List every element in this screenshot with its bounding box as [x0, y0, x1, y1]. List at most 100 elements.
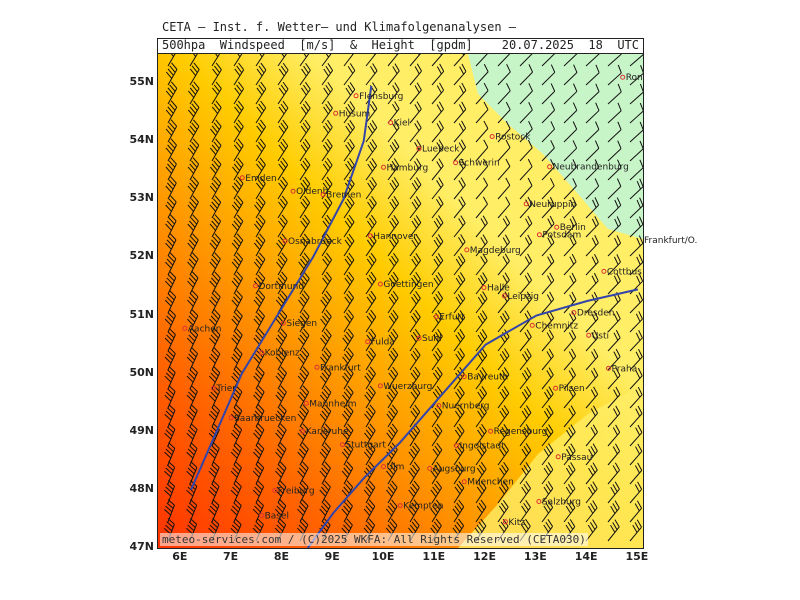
wind-barb	[585, 54, 600, 67]
city-marker	[571, 310, 577, 316]
city-marker	[365, 339, 371, 345]
wind-barb	[431, 158, 444, 181]
wind-barb	[211, 54, 222, 67]
wind-barb	[497, 405, 510, 428]
city-label: Chemnitz	[535, 321, 578, 331]
wind-barb	[607, 64, 622, 86]
wind-barb	[365, 328, 377, 352]
wind-barb	[343, 54, 356, 67]
city-label: Freiburg	[278, 487, 315, 497]
wind-barb	[563, 367, 576, 390]
wind-barb	[409, 234, 422, 257]
city-marker	[381, 464, 386, 470]
wind-barb	[497, 139, 511, 162]
wind-barb	[431, 63, 445, 86]
wind-barb	[431, 442, 443, 466]
wind-barb	[585, 405, 599, 428]
city-marker	[461, 479, 467, 485]
city-label: Cottbus	[607, 267, 642, 277]
height-contour-line	[190, 85, 373, 491]
wind-barb	[563, 386, 576, 409]
city-label: Kiel	[394, 119, 410, 129]
wind-barb	[475, 461, 487, 485]
wind-barb	[453, 442, 465, 466]
wind-barb	[209, 271, 221, 295]
wind-barb	[299, 157, 311, 181]
wind-barb	[497, 348, 510, 371]
wind-barb	[164, 309, 176, 333]
wind-barb	[319, 385, 332, 409]
wind-barb	[187, 100, 200, 124]
wind-barb	[387, 309, 399, 333]
wind-barb	[563, 272, 577, 295]
wind-barb	[475, 386, 487, 409]
wind-barb	[629, 83, 643, 105]
wind-barb	[519, 234, 533, 257]
wind-barb	[541, 462, 554, 485]
wind-barb	[453, 63, 467, 86]
wind-barb	[255, 138, 266, 162]
wind-barb	[211, 62, 222, 86]
wind-barb	[297, 385, 310, 409]
city-marker	[339, 442, 345, 448]
wind-barb	[363, 480, 376, 504]
wind-barb	[255, 157, 266, 181]
wind-barb	[585, 367, 599, 390]
city-marker	[481, 285, 487, 291]
city-marker	[377, 383, 383, 389]
city-label: Dresden	[577, 309, 615, 319]
wind-barb	[519, 64, 534, 86]
lon-tick-label: 10E	[371, 550, 395, 563]
wind-barb	[475, 158, 489, 181]
wind-barb	[607, 500, 620, 523]
wind-barb	[165, 100, 178, 124]
wind-barb	[629, 235, 643, 257]
weather-map: Flensburg Husum Kiel Rostock Luebeck Schwerin…	[157, 53, 644, 549]
wind-barb	[563, 500, 576, 523]
wind-barb	[563, 348, 577, 371]
wind-barb	[541, 215, 555, 238]
city-label: Fulda	[371, 338, 395, 348]
wind-barb	[342, 347, 354, 371]
wind-barb	[453, 385, 465, 409]
wind-barb	[519, 83, 533, 105]
wind-barb	[585, 102, 600, 124]
city-marker	[388, 120, 394, 126]
wind-barb	[475, 404, 487, 428]
city-label: Ronne	[626, 73, 643, 83]
city-label: Regensburg	[494, 427, 548, 437]
wind-barb	[186, 309, 199, 333]
city-label: Luebeck	[422, 145, 460, 155]
wind-barb	[364, 404, 376, 428]
city-label: Schwerin	[459, 159, 500, 169]
wind-barb	[541, 234, 555, 257]
wind-barb	[187, 138, 200, 162]
wind-barb	[275, 271, 288, 295]
wind-barb	[453, 234, 466, 257]
wind-barb	[541, 177, 555, 200]
wind-barb	[233, 54, 245, 67]
wind-barb	[431, 177, 444, 200]
wind-barb	[585, 197, 600, 219]
lon-tick-label: 9E	[324, 550, 340, 563]
city-marker	[303, 400, 309, 406]
wind-barb	[409, 177, 422, 200]
wind-barb	[253, 385, 265, 409]
wind-barb	[431, 101, 444, 124]
wind-barb	[519, 253, 533, 276]
wind-barb	[475, 177, 489, 200]
wind-barb	[298, 271, 310, 295]
wind-barb	[585, 310, 599, 333]
header-bar: 500hpa Windspeed [m/s] & Height [gpdm] 2…	[157, 38, 644, 54]
wind-barb	[563, 215, 577, 238]
wind-barb	[255, 100, 267, 124]
wind-barb	[343, 82, 356, 105]
wind-barb	[299, 138, 311, 162]
city-label: Bayreuth	[467, 373, 508, 383]
wind-barb	[343, 138, 355, 162]
wind-barb	[319, 461, 331, 485]
city-label: Usti	[592, 331, 609, 341]
wind-barb	[365, 347, 377, 371]
wind-barb	[563, 405, 576, 428]
wind-barb	[365, 54, 378, 67]
